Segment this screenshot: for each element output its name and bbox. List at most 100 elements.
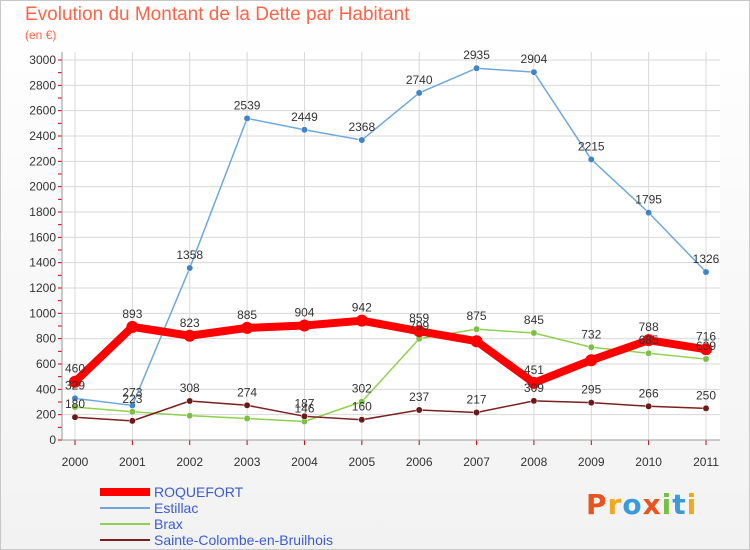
series-line-sainte-colombe-en-bruilhois — [74, 400, 707, 422]
data-label: 2449 — [291, 110, 318, 124]
y-tick-label: 3000 — [29, 53, 56, 67]
y-tick-label: 2800 — [29, 78, 56, 92]
x-tick-label: 2003 — [234, 455, 261, 469]
legend-swatch — [100, 507, 150, 509]
data-label: 716 — [696, 329, 716, 343]
data-label: 823 — [180, 316, 200, 330]
data-point — [183, 329, 196, 342]
data-label: 2215 — [578, 139, 605, 153]
chart-title: Evolution du Montant de la Dette par Hab… — [25, 4, 410, 25]
x-tick-label: 2007 — [463, 455, 490, 469]
data-label: 859 — [409, 311, 429, 325]
legend-item: Sainte-Colombe-en-Bruilhois — [100, 532, 400, 548]
data-point — [358, 398, 366, 406]
data-point — [473, 409, 480, 416]
data-label: 237 — [409, 390, 429, 404]
data-label: 732 — [581, 327, 601, 341]
y-tick-label: 200 — [36, 408, 56, 422]
data-point — [702, 355, 710, 363]
y-tick-label: 2200 — [29, 154, 56, 168]
x-tick-label: 2010 — [635, 455, 662, 469]
legend-swatch — [100, 488, 150, 496]
y-tick-label: 1200 — [29, 281, 56, 295]
data-point — [126, 320, 139, 333]
data-label: 942 — [352, 301, 372, 315]
data-label: 451 — [524, 363, 544, 377]
data-label: 788 — [639, 320, 659, 334]
y-tick-label: 600 — [36, 357, 56, 371]
legend-swatch — [100, 539, 150, 541]
logo-letter: P — [586, 488, 608, 521]
data-label: 250 — [696, 388, 716, 402]
data-point — [355, 314, 368, 327]
x-tick-label: 2002 — [176, 455, 203, 469]
logo-letter: o — [622, 488, 643, 521]
legend-swatch — [100, 523, 150, 525]
data-point — [415, 89, 423, 97]
y-tick-label: 1000 — [29, 306, 56, 320]
data-point — [71, 403, 79, 411]
data-point — [642, 334, 655, 347]
data-label: 2935 — [463, 48, 490, 62]
data-point — [128, 408, 136, 416]
y-tick-label: 1600 — [29, 230, 56, 244]
legend-label: Sainte-Colombe-en-Bruilhois — [154, 532, 333, 548]
data-point — [186, 264, 194, 272]
data-label: 223 — [122, 392, 142, 406]
data-label: 274 — [237, 385, 257, 399]
logo-letter: i — [661, 488, 673, 521]
data-label: 187 — [294, 396, 314, 410]
data-point — [71, 413, 79, 421]
data-point — [301, 412, 308, 420]
data-label: 1326 — [693, 252, 720, 266]
x-tick-label: 2009 — [578, 455, 605, 469]
data-label: 308 — [180, 381, 200, 395]
legend-item: ROQUEFORT — [100, 484, 400, 500]
data-point — [527, 376, 540, 389]
y-tick-label: 0 — [49, 433, 56, 447]
data-point — [587, 343, 595, 351]
data-label: 2539 — [234, 98, 261, 112]
y-tick-label: 800 — [36, 332, 56, 346]
x-tick-label: 2001 — [119, 455, 146, 469]
data-point — [71, 394, 79, 402]
logo-letter: t — [672, 488, 687, 521]
data-label: 146 — [294, 402, 314, 416]
data-point — [702, 268, 710, 276]
data-point — [530, 329, 538, 337]
series-line-roquefort — [71, 316, 710, 387]
data-point — [301, 126, 308, 134]
series-line-estillac — [74, 67, 707, 407]
data-label: 799 — [409, 319, 429, 333]
data-label: 295 — [581, 383, 601, 397]
x-tick-label: 2008 — [521, 455, 548, 469]
y-tick-label: 2600 — [29, 104, 56, 118]
data-point — [473, 64, 480, 72]
data-point — [415, 406, 423, 414]
data-label: 273 — [122, 385, 142, 399]
x-tick-label: 2006 — [406, 455, 433, 469]
data-label: 2740 — [406, 73, 433, 87]
data-point — [241, 321, 254, 334]
data-point — [69, 375, 81, 388]
data-point — [587, 155, 595, 163]
data-point — [243, 415, 251, 422]
data-label: 875 — [467, 309, 487, 323]
series-line-brax — [74, 328, 707, 423]
data-label: 1358 — [176, 248, 203, 262]
y-tick-label: 400 — [36, 382, 56, 396]
data-label: 845 — [524, 313, 544, 327]
data-point — [128, 417, 136, 425]
data-point — [358, 416, 366, 424]
data-point — [585, 354, 598, 367]
proxiti-logo: Proxiti — [586, 488, 697, 521]
data-point — [530, 397, 538, 405]
data-point — [645, 209, 653, 217]
legend-label: Estillac — [154, 500, 199, 516]
legend-item: Brax — [100, 516, 400, 532]
chart-subtitle: (en €) — [25, 28, 57, 42]
data-label: 904 — [294, 305, 314, 319]
data-point — [700, 343, 712, 356]
data-label: 2904 — [521, 52, 548, 66]
data-point — [186, 412, 194, 420]
